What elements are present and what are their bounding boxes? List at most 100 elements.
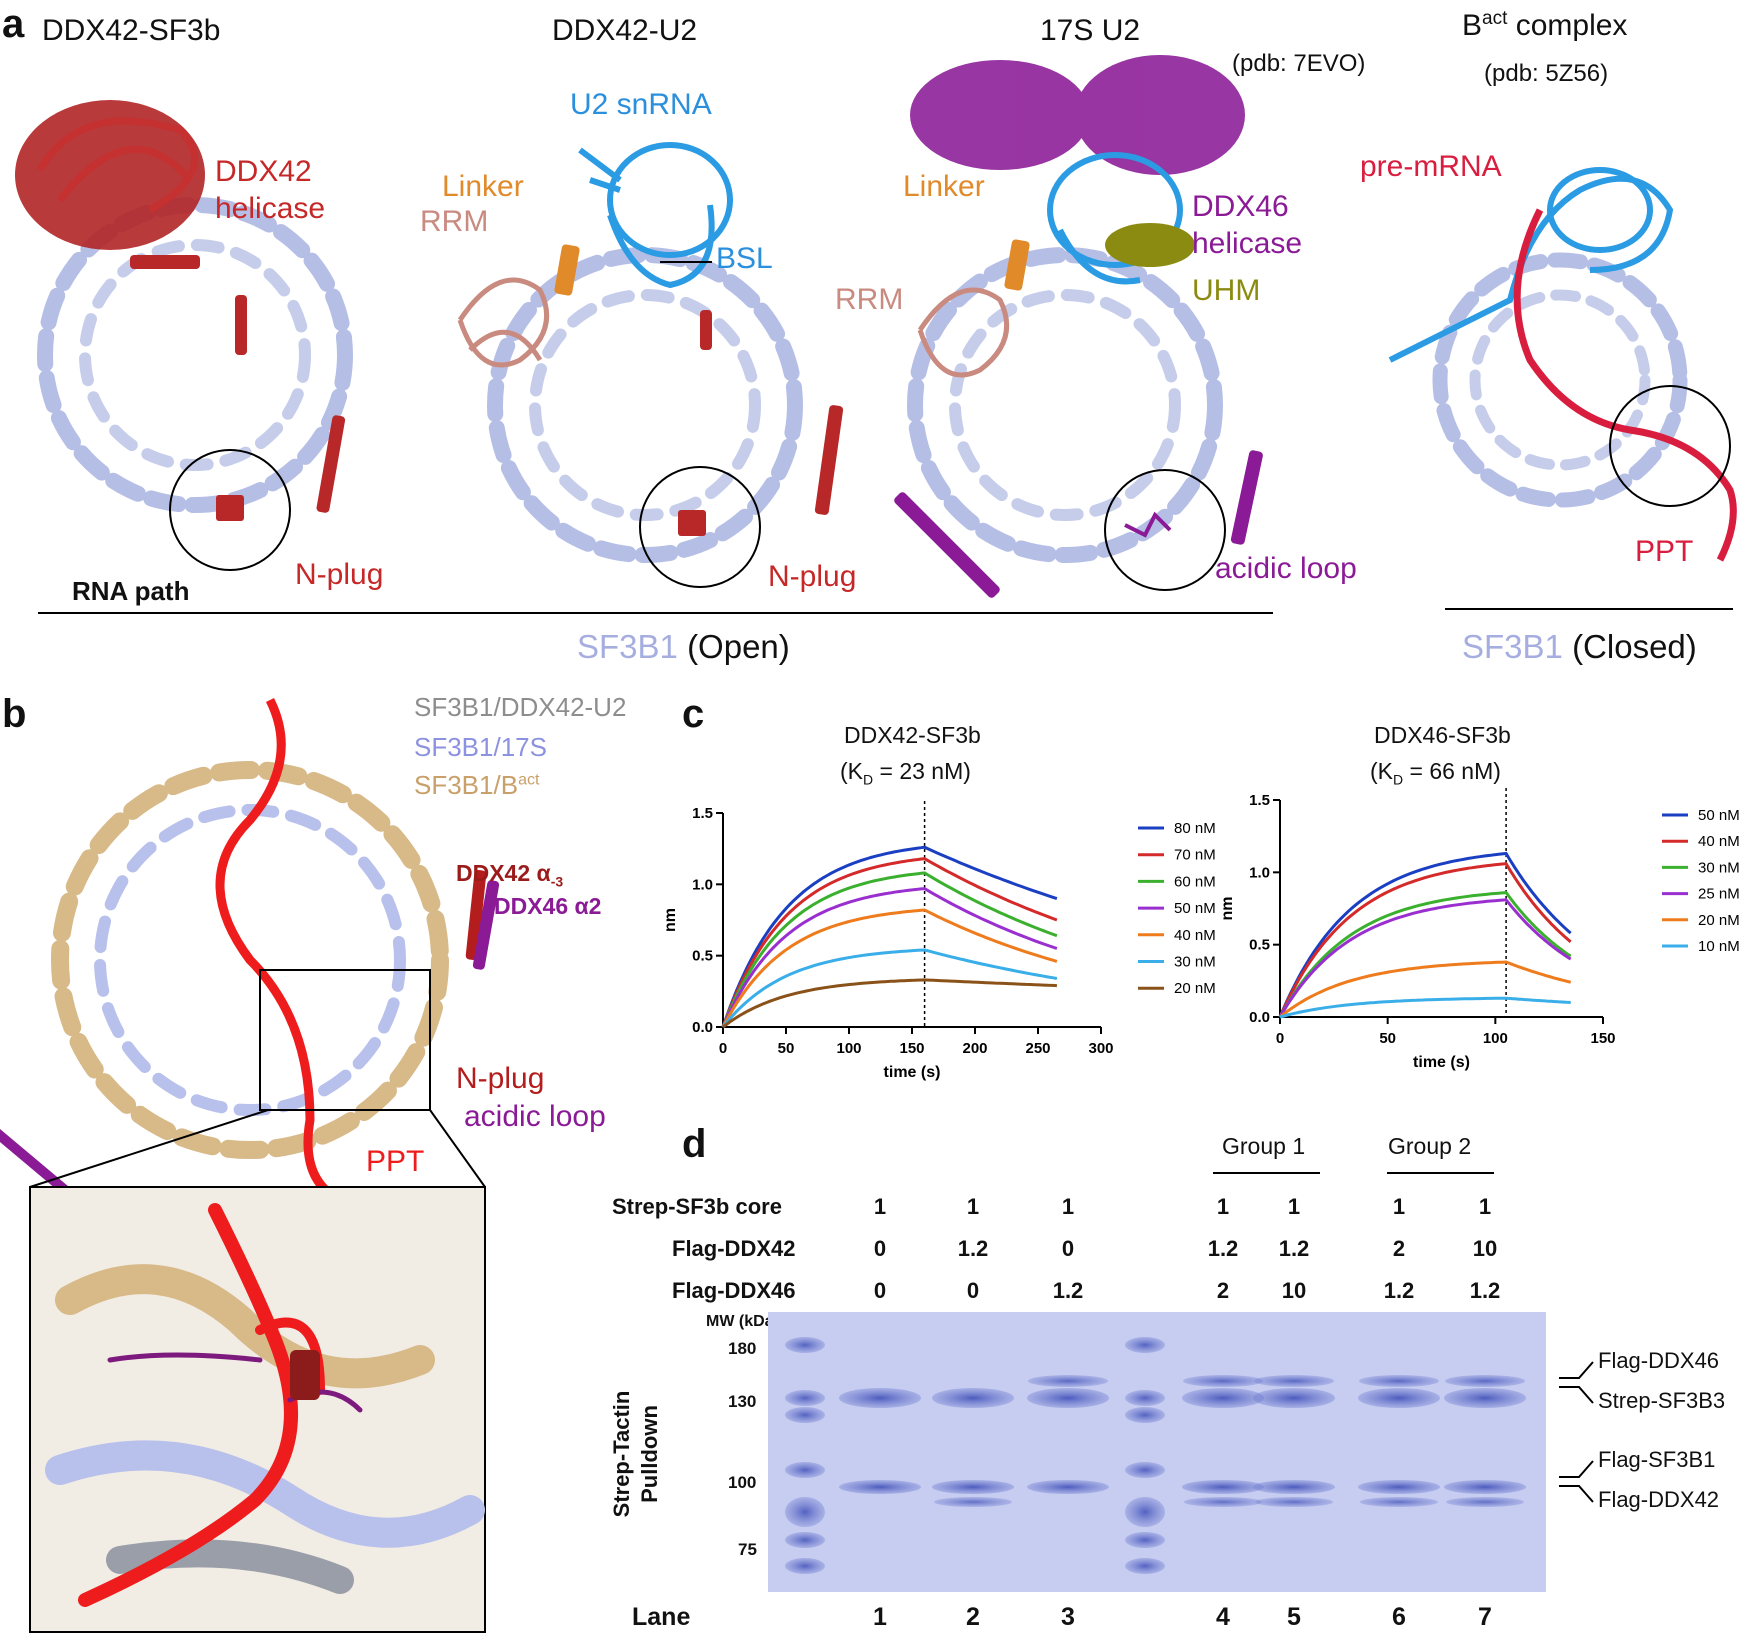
panel-d-label: d [682,1122,707,1166]
legend-label: 10 nM [1698,938,1740,955]
table-cell: 0 [873,1278,887,1303]
legend-label: 40 nM [1174,927,1216,944]
rna-path-label: RNA path [72,576,190,606]
x-tick-label: 250 [1025,1040,1050,1057]
legend-label: 60 nM [1174,873,1216,890]
band-label-flag-ddx46: Flag-DDX46 [1598,1348,1720,1373]
ddx46-a2-label: DDX46 α2 [494,893,602,919]
chart2-title-2: (KD = 66 nM) [1370,758,1501,788]
gel-band [1182,1480,1264,1494]
y-tick-label: 0.0 [1249,1009,1270,1026]
gel-band [1027,1388,1109,1408]
gel-band [785,1407,825,1423]
gel-band [1253,1480,1335,1494]
ddx42-helicase-label-1: DDX42 [215,155,312,188]
gel-band [1125,1462,1165,1478]
y-tick-label: 0.5 [692,948,713,965]
x-tick-label: 150 [899,1040,924,1057]
group1-line [1213,1172,1320,1174]
series-line [1279,960,1572,1019]
gel-band [1253,1388,1335,1408]
gel-band [1125,1337,1165,1353]
legend-label: 20 nM [1174,980,1216,997]
title-ddx42-sf3b: DDX42-SF3b [42,14,221,47]
legend-label: 50 nM [1698,807,1740,824]
open-label: (Open) [687,628,790,665]
pdb-5z56: (pdb: 5Z56) [1484,60,1609,87]
gel-band [1125,1390,1165,1406]
legend-ddx42-u2: SF3B1/DDX42-U2 [414,692,627,722]
closed-label: (Closed) [1572,628,1697,665]
pdb-7evo: (pdb: 7EVO) [1232,50,1366,77]
x-tick-label: 150 [1590,1030,1615,1047]
x-axis-label: time (s) [1413,1054,1470,1071]
y-axis-label: nm [662,908,679,932]
series-line [721,948,1058,1028]
band-label-flag-ddx42: Flag-DDX42 [1598,1487,1720,1512]
row-label-strep-sf3b: Strep-SF3b core [612,1194,782,1219]
table-cell: 0 [966,1278,980,1303]
chart-1: 0 50 100 150 200 250 300 0.0 0.5 1.0 1.5 time (s) nm… [662,801,1216,1081]
gel-band [785,1497,825,1527]
ppt-label-a: PPT [1635,535,1694,568]
gel-band [1359,1375,1439,1387]
lane-label: Lane [632,1603,691,1631]
gel-band [1028,1375,1108,1387]
ddx42-helicase-label-2: helicase [215,192,326,225]
series-line [1278,898,1572,1018]
panel-c-label: c [682,692,705,736]
gel-band [1446,1497,1524,1507]
lane-number: 6 [1392,1603,1406,1631]
legend-label: 40 nM [1698,833,1740,850]
table-cell: 1 [1392,1194,1406,1219]
mw-75: 75 [738,1540,757,1559]
lane-number: 7 [1478,1603,1492,1631]
legend-label: 70 nM [1174,847,1216,864]
rrm-label-1: RRM [420,205,489,238]
n-plug-label-b: N-plug [456,1062,545,1095]
table-cell: 1.2 [957,1236,989,1261]
mw-100: 100 [728,1473,757,1492]
gel-band [1125,1497,1165,1527]
gel-band [932,1480,1014,1494]
x-tick-label: 50 [778,1040,795,1057]
legend-label: 30 nM [1174,954,1216,971]
x-tick-label: 50 [1379,1030,1396,1047]
gel-band [839,1480,921,1494]
gel-band [1358,1480,1440,1494]
gel-band [1444,1480,1526,1494]
legend-label: 20 nM [1698,912,1740,929]
acidic-loop-label-b: acidic loop [464,1100,606,1133]
table-cell: 2 [1392,1236,1406,1261]
gel-band [785,1337,825,1353]
y-tick-label: 0.5 [1249,937,1270,954]
lane-number: 2 [966,1603,980,1631]
closed-divider [1445,608,1733,610]
series-line [721,887,1058,1028]
panel-b-label: b [2,692,27,736]
gel-band [785,1390,825,1406]
series-line [1278,862,1572,1018]
y-tick-label: 1.0 [1249,864,1270,881]
table-cell: 1 [1478,1194,1492,1219]
table-cell: 1.2 [1469,1278,1501,1303]
sf3b1-closed-name: SF3B1 [1462,628,1563,665]
lane-number: 4 [1216,1603,1230,1631]
linker-label-2: Linker [903,170,985,203]
legend-label: 30 nM [1698,859,1740,876]
mw-130: 130 [728,1392,757,1411]
x-tick-label: 100 [1483,1030,1508,1047]
series-line [721,857,1058,1028]
uhm-label: UHM [1192,274,1261,307]
group2-label: Group 2 [1388,1133,1472,1159]
gel-band [1182,1388,1264,1408]
lane-number: 5 [1287,1603,1301,1631]
chart1-title-1: DDX42-SF3b [844,722,981,748]
open-divider [38,612,1273,614]
table-cell: 1 [966,1194,980,1219]
y-tick-label: 1.5 [1249,792,1270,809]
